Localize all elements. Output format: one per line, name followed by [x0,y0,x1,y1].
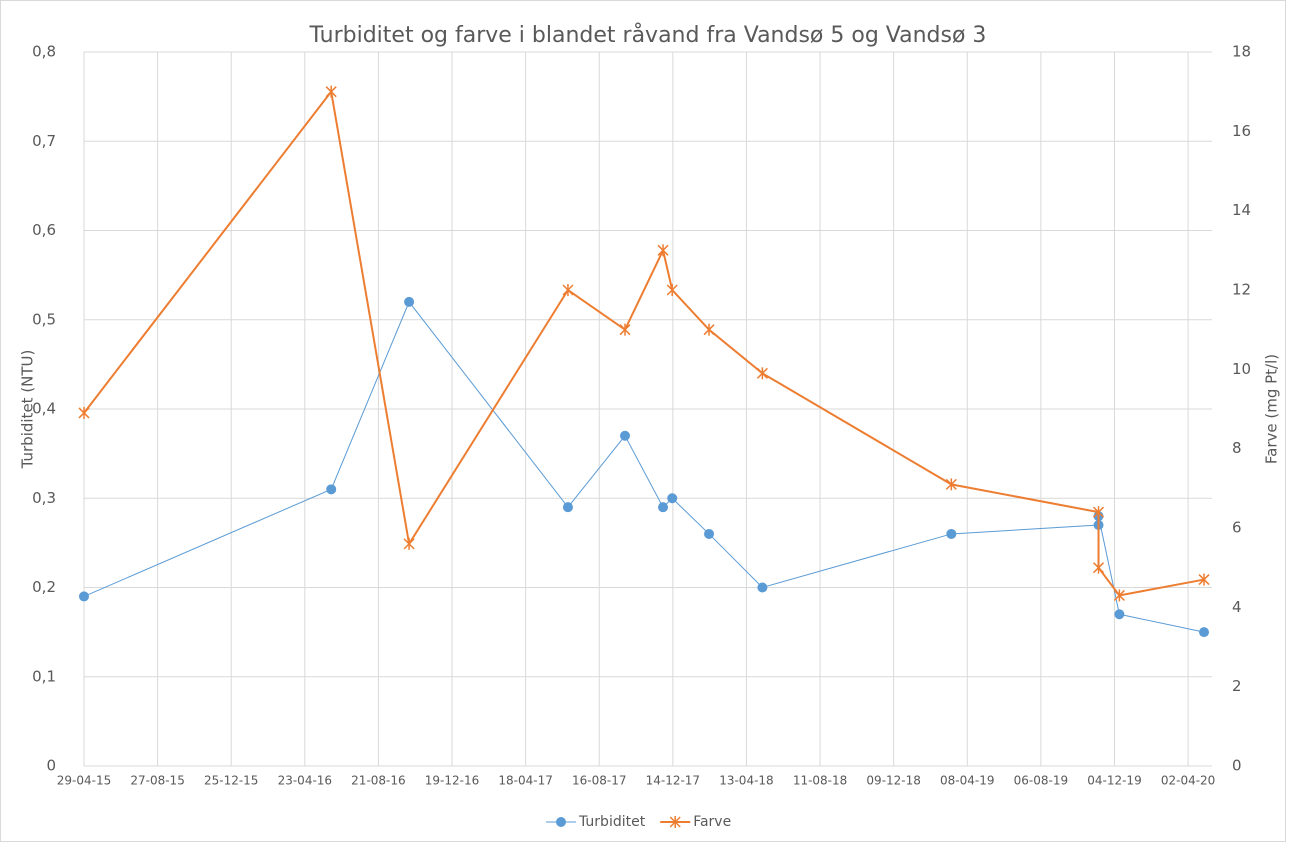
x-tick-label: 21-08-16 [351,774,405,788]
marker [562,284,574,296]
y2-tick-label: 4 [1232,598,1242,616]
x-tick-label: 23-04-16 [278,774,332,788]
y2-tick-label: 16 [1232,122,1251,140]
x-tick-label: 19-12-16 [425,774,479,788]
marker [757,582,768,593]
marker [658,502,669,513]
marker [403,537,415,550]
chart-title: Turbiditet og farve i blandet råvand fra… [309,22,987,48]
x-tick-label: 08-04-19 [940,774,994,788]
marker [78,406,90,419]
y-tick-label: 0,3 [32,489,56,507]
y2-axis-title: Farve (mg Pt/l) [1263,354,1281,464]
y-tick-label: 0,1 [32,667,56,685]
marker [326,484,337,495]
marker [669,816,681,828]
marker [556,817,566,827]
y-tick-label: 0,5 [32,310,56,328]
y-tick-label: 0,2 [32,578,56,596]
y2-tick-label: 14 [1232,201,1251,219]
x-tick-label: 14-12-17 [646,774,700,788]
y2-tick-label: 0 [1232,757,1242,775]
marker [619,430,630,441]
x-tick-label: 25-12-15 [204,774,258,788]
marker [1113,589,1125,602]
marker [756,367,768,380]
marker [619,323,631,336]
y-tick-label: 0,4 [32,400,56,418]
marker [1092,561,1105,574]
legend-label: Farve [693,814,731,830]
marker [704,528,715,539]
marker [666,284,678,296]
marker [325,85,337,98]
legend-label: Turbiditet [578,814,646,830]
x-tick-label: 13-04-18 [719,774,773,788]
y-tick-label: 0 [46,757,56,775]
marker [404,296,415,307]
y-tick-label: 0,8 [32,43,56,61]
marker [657,244,669,257]
x-tick-label: 09-12-18 [866,774,920,788]
marker [1114,609,1125,620]
x-tick-label: 02-04-20 [1161,774,1215,788]
x-tick-label: 16-08-17 [572,774,626,788]
y2-tick-label: 2 [1232,677,1242,695]
series-line [83,89,1205,597]
x-tick-label: 04-12-19 [1087,774,1141,788]
y2-tick-label: 8 [1232,439,1242,457]
marker [1198,573,1210,586]
marker [1199,627,1210,638]
x-tick-label: 11-08-18 [793,774,847,788]
marker [562,502,573,513]
x-tick-label: 18-04-17 [498,774,552,788]
y2-tick-label: 12 [1232,281,1251,299]
y2-tick-label: 6 [1232,519,1242,537]
y-axis-title: Turbiditet (NTU) [19,350,37,470]
marker [79,591,89,602]
marker [1092,506,1105,519]
y2-tick-label: 10 [1232,360,1251,378]
marker [945,478,957,491]
marker [667,493,678,504]
marker [946,528,957,539]
y-tick-label: 0,7 [32,132,56,150]
x-tick-label: 27-08-15 [130,774,184,788]
x-tick-label: 06-08-19 [1014,774,1068,788]
y2-tick-label: 18 [1232,43,1251,61]
x-tick-label: 29-04-15 [57,774,111,788]
y-tick-label: 0,6 [32,221,56,239]
marker [703,323,715,336]
